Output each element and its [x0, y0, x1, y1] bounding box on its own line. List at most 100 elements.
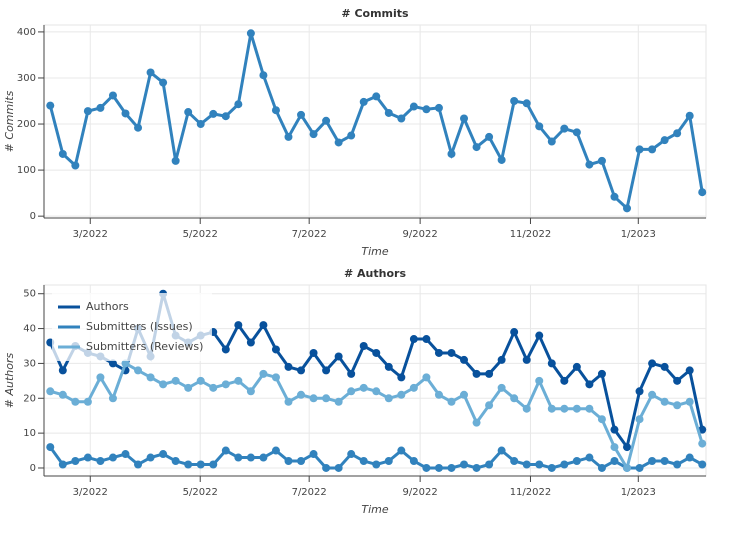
- data-point: [685, 366, 694, 375]
- data-point: [648, 390, 657, 399]
- data-point: [121, 359, 130, 368]
- x-tick-label: 1/2023: [621, 229, 656, 240]
- data-point: [259, 71, 268, 80]
- data-point: [309, 130, 318, 139]
- data-point: [284, 132, 293, 141]
- data-point: [359, 383, 368, 392]
- data-point: [71, 457, 80, 466]
- data-point: [96, 457, 105, 466]
- data-point: [698, 439, 707, 448]
- data-point: [572, 128, 581, 137]
- data-point: [397, 390, 406, 399]
- data-point: [196, 376, 205, 385]
- data-point: [572, 404, 581, 413]
- data-point: [472, 143, 481, 152]
- x-tick-label: 3/2022: [73, 487, 108, 498]
- data-point: [623, 463, 632, 472]
- data-point: [171, 376, 180, 385]
- data-point: [322, 366, 331, 375]
- plot-area: [43, 24, 707, 219]
- data-point: [322, 394, 331, 403]
- x-tick-label: 5/2022: [183, 229, 218, 240]
- data-point: [271, 373, 280, 382]
- data-point: [522, 99, 531, 108]
- data-point: [572, 457, 581, 466]
- data-point: [209, 109, 218, 118]
- y-tick-label: 300: [17, 73, 36, 84]
- data-point: [585, 404, 594, 413]
- data-point: [698, 425, 707, 434]
- data-point: [334, 138, 343, 147]
- data-point: [297, 457, 306, 466]
- data-point: [297, 366, 306, 375]
- data-point: [271, 345, 280, 354]
- y-axis-label: # Commits: [3, 90, 16, 152]
- data-point: [510, 97, 519, 106]
- data-point: [434, 390, 443, 399]
- data-point: [58, 460, 67, 469]
- data-point: [497, 383, 506, 392]
- data-point: [497, 155, 506, 164]
- data-point: [209, 460, 218, 469]
- data-point: [698, 460, 707, 469]
- data-point: [685, 453, 694, 462]
- data-point: [347, 369, 356, 378]
- data-point: [271, 446, 280, 455]
- data-point: [648, 457, 657, 466]
- data-point: [510, 328, 519, 337]
- data-point: [83, 107, 92, 116]
- data-point: [384, 108, 393, 117]
- data-point: [246, 29, 255, 38]
- data-point: [635, 145, 644, 154]
- data-point: [159, 78, 168, 87]
- data-point: [560, 404, 569, 413]
- data-point: [522, 460, 531, 469]
- data-point: [547, 137, 556, 146]
- data-point: [472, 418, 481, 427]
- data-point: [635, 387, 644, 396]
- data-point: [297, 390, 306, 399]
- data-point: [648, 145, 657, 154]
- y-tick-label: 20: [23, 393, 36, 404]
- data-point: [460, 355, 469, 364]
- data-point: [58, 390, 67, 399]
- data-point: [284, 362, 293, 371]
- data-point: [535, 460, 544, 469]
- data-point: [397, 114, 406, 123]
- legend-label: Submitters (Reviews): [86, 340, 203, 353]
- data-point: [447, 149, 456, 158]
- data-point: [46, 101, 55, 110]
- data-point: [359, 341, 368, 350]
- data-point: [610, 192, 619, 201]
- data-point: [234, 321, 243, 330]
- x-tick-label: 11/2022: [510, 229, 552, 240]
- x-axis-label: Time: [361, 503, 388, 516]
- data-point: [535, 376, 544, 385]
- y-tick-label: 200: [17, 119, 36, 130]
- data-point: [547, 463, 556, 472]
- data-point: [660, 457, 669, 466]
- data-point: [522, 404, 531, 413]
- legend-label: Submitters (Issues): [86, 320, 193, 333]
- x-tick-label: 9/2022: [403, 229, 438, 240]
- data-point: [246, 453, 255, 462]
- data-point: [397, 446, 406, 455]
- x-tick-label: 3/2022: [73, 229, 108, 240]
- data-point: [297, 110, 306, 119]
- data-point: [347, 450, 356, 459]
- data-point: [698, 188, 707, 197]
- data-point: [422, 105, 431, 114]
- data-point: [259, 321, 268, 330]
- data-point: [472, 463, 481, 472]
- data-point: [246, 338, 255, 347]
- data-point: [108, 394, 117, 403]
- data-point: [271, 106, 280, 115]
- data-point: [610, 425, 619, 434]
- data-point: [372, 92, 381, 101]
- x-tick-label: 5/2022: [183, 487, 218, 498]
- data-point: [384, 457, 393, 466]
- data-point: [434, 463, 443, 472]
- y-tick-label: 100: [17, 165, 36, 176]
- data-point: [322, 463, 331, 472]
